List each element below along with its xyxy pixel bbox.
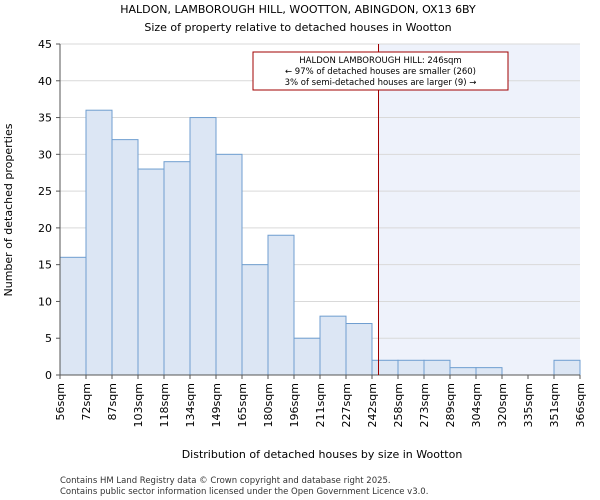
y-tick-label-35: 35: [38, 112, 52, 125]
y-tick-label-5: 5: [45, 332, 52, 345]
annotation-box: [252, 51, 509, 91]
x-tick-label-211sqm: 211sqm: [314, 383, 327, 427]
x-tick-label-273sqm: 273sqm: [418, 383, 431, 427]
bar-103sqm: [137, 168, 165, 376]
x-tick-label-56sqm: 56sqm: [54, 383, 67, 420]
x-tick-label-242sqm: 242sqm: [366, 383, 379, 427]
y-tick-label-0: 0: [45, 369, 52, 382]
highlight-region: [378, 44, 580, 375]
x-tick-label-366sqm: 366sqm: [574, 383, 587, 427]
footer-line-2: Contains public sector information licen…: [60, 487, 428, 497]
bar-273sqm: [423, 359, 451, 376]
y-tick-label-20: 20: [38, 222, 52, 235]
bar-72sqm: [85, 109, 113, 376]
x-tick-label-149sqm: 149sqm: [210, 383, 223, 427]
chart-subtitle: Size of property relative to detached ho…: [144, 21, 451, 34]
x-tick-label-289sqm: 289sqm: [444, 383, 457, 427]
x-tick-label-335sqm: 335sqm: [522, 383, 535, 427]
bar-227sqm: [345, 323, 373, 376]
annotation-line-1: HALDON LAMBOROUGH HILL: 246sqm: [299, 56, 461, 66]
plot-area: 0 5 10 15 20 25 30 35 40 45 56sqm 72sqm 87sqm 103sqm 1…: [38, 38, 587, 427]
bar-118sqm: [163, 161, 191, 376]
bar-149sqm: [215, 153, 243, 376]
x-tick-label-258sqm: 258sqm: [392, 383, 405, 427]
bar-289sqm: [449, 367, 477, 376]
x-tick-label-72sqm: 72sqm: [80, 383, 93, 420]
x-tick-label-87sqm: 87sqm: [106, 383, 119, 420]
y-axis-label: Number of detached properties: [2, 123, 15, 296]
x-tick-label-351sqm: 351sqm: [548, 383, 561, 427]
x-axis-label: Distribution of detached houses by size …: [182, 448, 463, 461]
x-tick-label-304sqm: 304sqm: [470, 383, 483, 427]
x-tick-label-180sqm: 180sqm: [262, 383, 275, 427]
x-tick-label-165sqm: 165sqm: [236, 383, 249, 427]
y-tick-label-25: 25: [38, 185, 52, 198]
x-tick-label-320sqm: 320sqm: [496, 383, 509, 427]
bar-56sqm: [59, 256, 87, 376]
bar-87sqm: [111, 139, 139, 376]
annotation-line-2: ← 97% of detached houses are smaller (26…: [285, 67, 476, 77]
bar-304sqm: [475, 367, 503, 376]
bar-196sqm: [293, 337, 321, 376]
bar-180sqm: [267, 234, 295, 376]
y-tick-label-30: 30: [38, 148, 52, 161]
bar-242sqm: [371, 359, 399, 376]
x-tick-label-196sqm: 196sqm: [288, 383, 301, 427]
y-tick-label-45: 45: [38, 38, 52, 51]
bar-351sqm: [553, 359, 581, 376]
x-tick-label-134sqm: 134sqm: [184, 383, 197, 427]
y-tick-label-10: 10: [38, 295, 52, 308]
footer-line-1: Contains HM Land Registry data © Crown c…: [60, 476, 391, 486]
y-tick-label-15: 15: [38, 259, 52, 272]
bar-165sqm: [241, 264, 269, 376]
x-tick-label-118sqm: 118sqm: [158, 383, 171, 427]
x-tick-label-227sqm: 227sqm: [340, 383, 353, 427]
bar-134sqm: [189, 117, 217, 376]
chart-title: HALDON, LAMBOROUGH HILL, WOOTTON, ABINGD…: [120, 3, 476, 16]
bar-258sqm: [397, 359, 425, 376]
annotation-line-3: 3% of semi-detached houses are larger (9…: [285, 78, 477, 88]
x-tick-label-103sqm: 103sqm: [132, 383, 145, 427]
y-tick-label-40: 40: [38, 75, 52, 88]
bar-211sqm: [319, 315, 347, 376]
